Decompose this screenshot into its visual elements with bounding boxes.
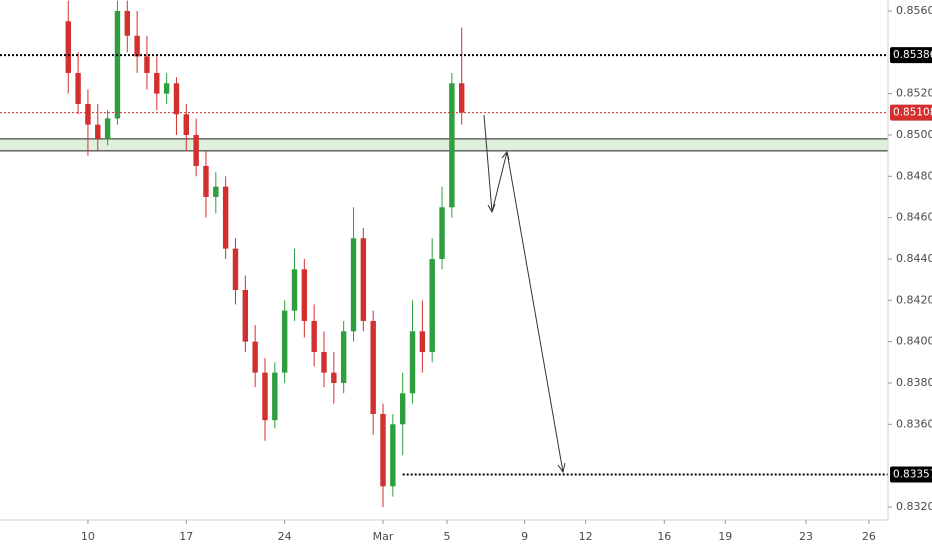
- candle-body: [232, 248, 239, 290]
- candle-body: [321, 351, 327, 373]
- arrowhead: [487, 203, 496, 214]
- x-tick-label: 5: [443, 530, 450, 543]
- x-tick-label: Mar: [373, 530, 394, 543]
- candle-body: [183, 114, 189, 135]
- candle-body: [281, 310, 288, 373]
- x-tick-label: 9: [521, 530, 528, 543]
- level-label: 0.83357: [893, 469, 932, 481]
- candle-body: [380, 413, 386, 487]
- candle-body: [124, 10, 130, 36]
- candle-body: [301, 269, 308, 321]
- candle-body: [262, 372, 268, 421]
- arrowhead: [501, 150, 510, 161]
- candle-body: [193, 134, 199, 166]
- candle-body: [104, 118, 111, 140]
- candle-body: [114, 10, 121, 119]
- candle-body: [65, 21, 71, 73]
- candle-body: [429, 258, 435, 352]
- x-tick-label: 23: [799, 530, 813, 543]
- candle-body: [439, 207, 445, 259]
- zone: [0, 138, 888, 151]
- candle-body: [340, 331, 347, 383]
- candle-body: [370, 320, 376, 414]
- x-tick-label: 26: [862, 530, 876, 543]
- candle-body: [222, 186, 229, 249]
- candle-body: [272, 372, 278, 421]
- candle-body: [291, 269, 298, 311]
- x-tick-label: 16: [657, 530, 671, 543]
- candle-body: [134, 35, 140, 57]
- candle-body: [311, 320, 317, 352]
- candle-body: [173, 83, 180, 115]
- plot-area: [0, 0, 888, 507]
- candle-body: [203, 165, 209, 197]
- x-tick-label: 17: [179, 530, 193, 543]
- candle-body: [360, 238, 367, 321]
- candle-body: [85, 103, 91, 125]
- candle-body: [154, 72, 160, 94]
- candle-body: [144, 56, 150, 73]
- x-tick-label: 12: [579, 530, 593, 543]
- candle-body: [390, 424, 396, 487]
- level-badge: [890, 104, 932, 121]
- candle-body: [419, 331, 426, 352]
- level-label: 0.85108: [893, 107, 932, 119]
- candle-body: [331, 372, 337, 383]
- projection-path: [483, 114, 564, 473]
- candle-body: [75, 72, 81, 104]
- x-tick-label: 24: [278, 530, 292, 543]
- x-tick-label: 19: [718, 530, 732, 543]
- candle-body: [95, 124, 101, 140]
- x-tick-label: 10: [81, 530, 95, 543]
- candle-body: [242, 289, 249, 342]
- level-badge: [890, 466, 932, 483]
- candle-body: [213, 186, 219, 197]
- level-label: 0.85386: [893, 49, 932, 61]
- arrowhead: [557, 462, 566, 474]
- candle-body: [163, 83, 170, 94]
- projection-drawing: [483, 114, 566, 474]
- candle-body: [252, 341, 258, 373]
- y-tick-label: 0.83200: [896, 500, 932, 513]
- candle-body: [459, 83, 465, 113]
- candle-body: [409, 331, 416, 394]
- level-badge: [890, 47, 932, 64]
- candle-body: [399, 393, 406, 425]
- candle-body: [350, 238, 357, 332]
- candle-body: [449, 83, 455, 208]
